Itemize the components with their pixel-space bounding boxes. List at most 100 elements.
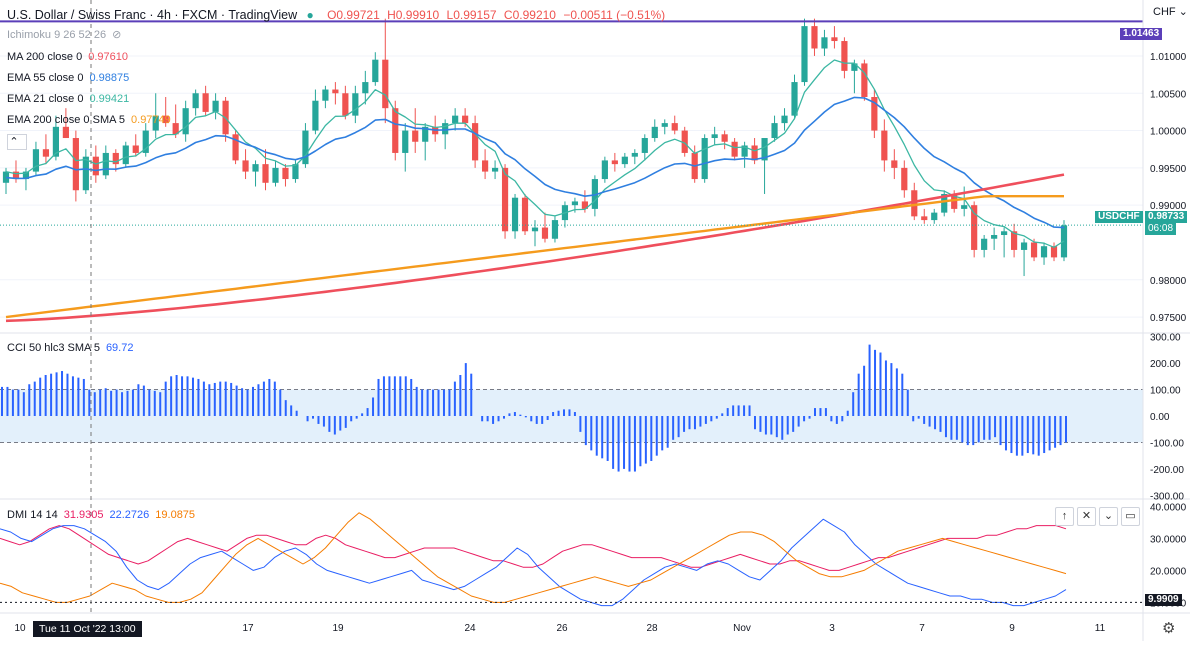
candle-body bbox=[591, 179, 598, 209]
candle-body bbox=[152, 115, 159, 131]
candle-body bbox=[2, 171, 10, 183]
high-value: H0.99910 bbox=[387, 8, 440, 22]
time-tick-label: 28 bbox=[646, 623, 658, 634]
currency-label[interactable]: CHF ⌄ bbox=[1153, 6, 1188, 18]
candle-body bbox=[1020, 242, 1028, 250]
candle-body bbox=[142, 130, 149, 153]
price-tick-label: 1.00500 bbox=[1150, 89, 1187, 100]
candle-body bbox=[182, 108, 189, 135]
dmi-value-badge: 9.9909 bbox=[1145, 594, 1182, 606]
candle-body bbox=[951, 193, 958, 209]
candle-body bbox=[192, 93, 199, 109]
symbol-title[interactable]: U.S. Dollar / Swiss Franc · 4h · FXCM · … bbox=[7, 8, 298, 22]
chart-header: U.S. Dollar / Swiss Franc · 4h · FXCM · … bbox=[7, 8, 665, 22]
candle-body bbox=[482, 160, 489, 172]
candle-body bbox=[811, 26, 818, 49]
cci-legend[interactable]: CCI 50 hlc3 SMA 5 69.72 bbox=[7, 342, 134, 354]
price-tick-label: 1.01000 bbox=[1150, 52, 1187, 63]
price-tick-label: 0.99000 bbox=[1150, 201, 1187, 212]
low-value: L0.99157 bbox=[446, 8, 497, 22]
change-value: −0.00511 (−0.51%) bbox=[563, 8, 666, 22]
hidden-eye-icon[interactable]: ⊘ bbox=[112, 29, 122, 41]
candle-body bbox=[72, 138, 79, 191]
ma200-legend[interactable]: MA 200 close 0 0.97610 bbox=[7, 51, 128, 63]
candle-body bbox=[1050, 246, 1058, 258]
candle-body bbox=[42, 149, 50, 157]
candle-body bbox=[172, 123, 179, 135]
candle-body bbox=[941, 193, 948, 213]
last-price-badge: 0.98733 bbox=[1145, 211, 1188, 223]
candle-body bbox=[1030, 242, 1038, 258]
candle-body bbox=[442, 123, 449, 135]
close-value: C0.99210 bbox=[503, 8, 556, 22]
candle-body bbox=[1001, 231, 1008, 236]
candle-body bbox=[881, 130, 888, 161]
eye-icon[interactable]: ● bbox=[306, 8, 314, 22]
candle-body bbox=[1011, 231, 1018, 250]
candle-body bbox=[32, 149, 40, 172]
candle-body bbox=[82, 156, 89, 191]
time-tick-label: 26 bbox=[556, 623, 568, 634]
candle-body bbox=[342, 93, 349, 116]
candle-body bbox=[611, 160, 618, 165]
candle-body bbox=[472, 123, 479, 161]
time-tick-label: 9 bbox=[1009, 623, 1015, 634]
dmi-legend[interactable]: DMI 14 14 31.9305 22.2726 19.0875 bbox=[7, 509, 196, 521]
time-tick-label: 17 bbox=[242, 623, 254, 634]
ema21-legend[interactable]: EMA 21 close 0 0.99421 bbox=[7, 93, 130, 105]
candle-body bbox=[821, 37, 828, 49]
cci-pane[interactable] bbox=[0, 344, 1143, 472]
cci-tick-label: 300.00 bbox=[1150, 333, 1181, 344]
candle-body bbox=[831, 37, 838, 42]
candle-body bbox=[232, 134, 239, 161]
candle-body bbox=[322, 89, 329, 101]
candle-body bbox=[112, 152, 119, 165]
candle-body bbox=[202, 93, 209, 112]
ema200-legend[interactable]: EMA 200 close 0 SMA 5 0.97749 bbox=[7, 114, 171, 126]
dmi-tick-label: 40.0000 bbox=[1150, 502, 1187, 513]
candle-body bbox=[671, 123, 678, 131]
candle-body bbox=[92, 156, 99, 176]
candle-body bbox=[212, 100, 219, 112]
price-pane[interactable] bbox=[0, 18, 1143, 323]
ichimoku-legend[interactable]: Ichimoku 9 26 52 26 ⊘ bbox=[7, 29, 122, 41]
ema55-legend[interactable]: EMA 55 close 0 0.98875 bbox=[7, 72, 130, 84]
move-up-button[interactable]: ↑ bbox=[1055, 507, 1074, 526]
candle-body bbox=[62, 126, 69, 139]
candle-body bbox=[521, 197, 529, 232]
candle-body bbox=[531, 227, 539, 232]
candle-body bbox=[961, 205, 968, 209]
candle-body bbox=[551, 220, 559, 239]
candle-body bbox=[252, 164, 259, 172]
candle-body bbox=[312, 100, 319, 131]
time-tick-label: 10 bbox=[14, 623, 26, 634]
cci-tick-label: 0.00 bbox=[1150, 412, 1170, 423]
cci-tick-label: 100.00 bbox=[1150, 386, 1181, 397]
collapse-legend-button[interactable]: ⌃ bbox=[7, 134, 27, 150]
candle-body bbox=[681, 130, 688, 153]
candle-body bbox=[841, 41, 848, 71]
collapse-icon: ⌄ bbox=[1103, 510, 1114, 522]
candle-body bbox=[102, 152, 109, 176]
candle-body bbox=[721, 134, 728, 142]
candle-body bbox=[362, 82, 369, 94]
crosshair-date-label: Tue 11 Oct '22 13:00 bbox=[33, 621, 142, 637]
candle-body bbox=[372, 59, 379, 83]
candle-body bbox=[781, 115, 788, 124]
delete-pane-button[interactable]: ✕ bbox=[1077, 507, 1096, 526]
price-tick-label: 1.00000 bbox=[1150, 127, 1187, 138]
dmi-line-blue bbox=[0, 518, 1067, 607]
gear-icon[interactable]: ⚙ bbox=[1162, 620, 1176, 637]
candle-body bbox=[661, 123, 668, 127]
collapse-pane-button[interactable]: ⌄ bbox=[1099, 507, 1118, 526]
dmi-line-pink bbox=[0, 525, 1067, 571]
dmi-pane[interactable] bbox=[0, 512, 1143, 607]
candle-body bbox=[751, 145, 758, 161]
maximize-pane-button[interactable]: ▭ bbox=[1121, 507, 1140, 526]
candle-body bbox=[971, 205, 978, 250]
price-tick-label: 0.99500 bbox=[1150, 164, 1187, 175]
candle-body bbox=[901, 167, 908, 191]
candle-body bbox=[462, 115, 469, 124]
